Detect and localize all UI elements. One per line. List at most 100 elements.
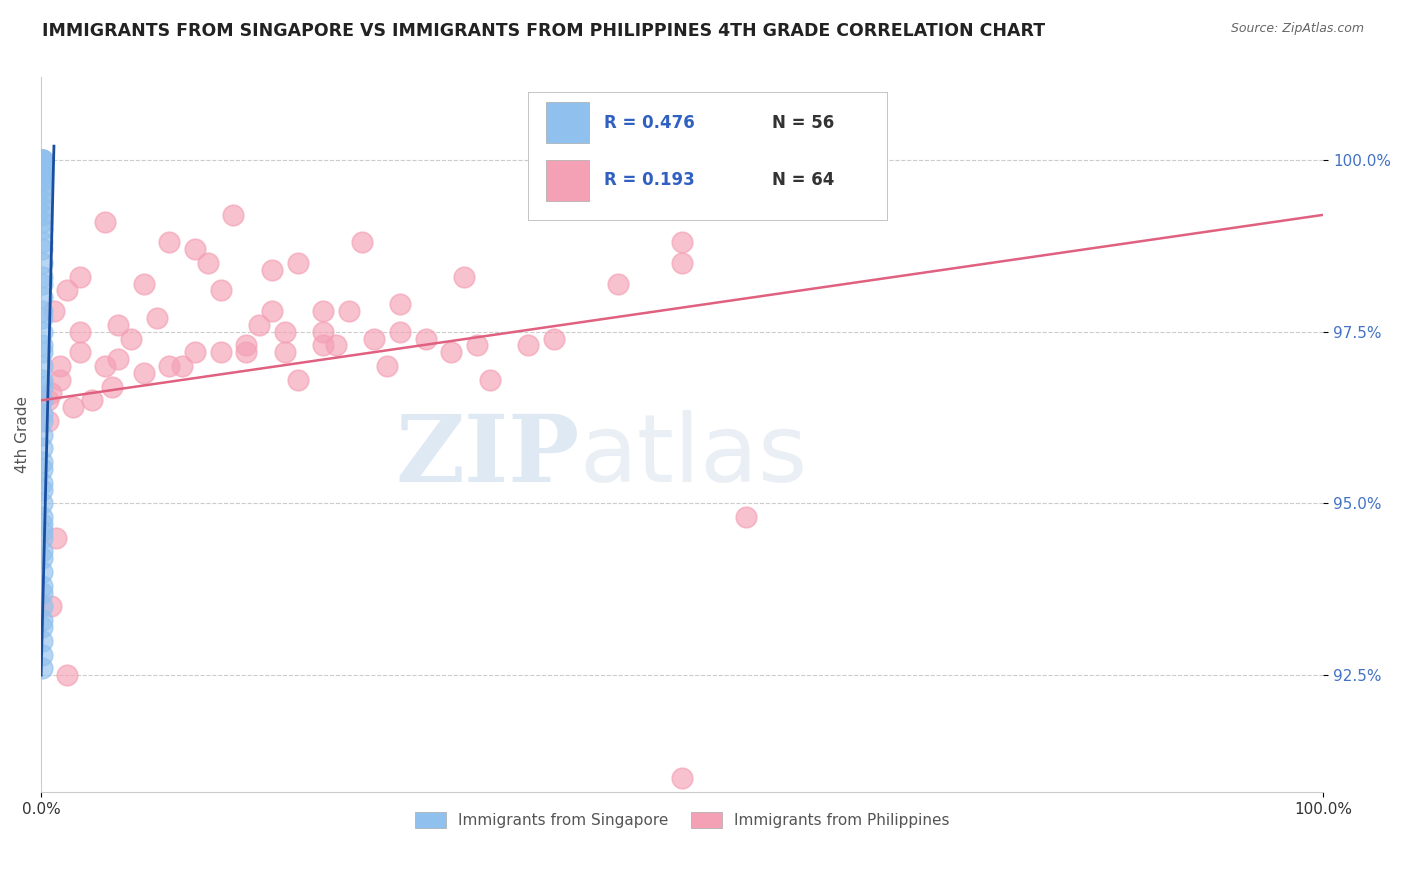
Point: [671, 235, 693, 250]
Point: [312, 325, 335, 339]
Point: [31, 633, 53, 648]
Point: [209, 345, 232, 359]
Point: [274, 345, 297, 359]
Point: [31, 153, 53, 167]
Point: [31, 221, 53, 235]
Point: [235, 338, 257, 352]
Text: ZIP: ZIP: [395, 411, 579, 501]
Point: [31, 475, 53, 490]
Point: [312, 304, 335, 318]
Point: [312, 338, 335, 352]
Point: [31, 235, 53, 250]
Point: [31, 208, 53, 222]
Point: [31, 153, 53, 167]
Point: [31, 345, 53, 359]
Point: [31, 290, 53, 304]
Point: [517, 338, 540, 352]
Point: [31, 531, 53, 545]
Point: [107, 352, 129, 367]
Point: [49, 359, 72, 373]
Point: [94, 215, 117, 229]
Point: [260, 262, 283, 277]
Point: [31, 393, 53, 408]
Point: [31, 648, 53, 662]
Y-axis label: 4th Grade: 4th Grade: [15, 396, 30, 473]
Point: [55, 284, 77, 298]
Text: IMMIGRANTS FROM SINGAPORE VS IMMIGRANTS FROM PHILIPPINES 4TH GRADE CORRELATION C: IMMIGRANTS FROM SINGAPORE VS IMMIGRANTS …: [42, 22, 1045, 40]
Point: [41, 599, 63, 614]
Point: [671, 256, 693, 270]
Point: [82, 393, 104, 408]
Point: [31, 277, 53, 291]
Point: [41, 386, 63, 401]
Point: [389, 297, 412, 311]
Point: [350, 235, 373, 250]
Legend: Immigrants from Singapore, Immigrants from Philippines: Immigrants from Singapore, Immigrants fr…: [409, 806, 956, 834]
Point: [31, 173, 53, 187]
Point: [172, 359, 194, 373]
Point: [31, 483, 53, 497]
Point: [735, 510, 758, 524]
Point: [31, 153, 53, 167]
Point: [31, 442, 53, 456]
Point: [184, 345, 207, 359]
Point: [31, 338, 53, 352]
Point: [132, 277, 155, 291]
Point: [31, 180, 53, 194]
Point: [31, 599, 53, 614]
Point: [31, 579, 53, 593]
Point: [120, 332, 142, 346]
Point: [31, 359, 53, 373]
Point: [100, 379, 122, 393]
Point: [31, 427, 53, 442]
Point: [440, 345, 463, 359]
Point: [132, 366, 155, 380]
Point: [235, 345, 257, 359]
Point: [31, 462, 53, 476]
Point: [453, 269, 475, 284]
Point: [274, 325, 297, 339]
Point: [31, 524, 53, 538]
Point: [31, 167, 53, 181]
Point: [31, 455, 53, 469]
Point: [287, 373, 309, 387]
Point: [31, 187, 53, 202]
Point: [375, 359, 398, 373]
Point: [287, 256, 309, 270]
Point: [31, 414, 53, 428]
Point: [55, 668, 77, 682]
Point: [389, 325, 412, 339]
Point: [45, 531, 67, 545]
Point: [31, 304, 53, 318]
Point: [107, 318, 129, 332]
Point: [197, 256, 219, 270]
Point: [337, 304, 360, 318]
Point: [363, 332, 385, 346]
Point: [31, 153, 53, 167]
Point: [184, 242, 207, 256]
Point: [31, 585, 53, 599]
Point: [31, 565, 53, 579]
Point: [31, 661, 53, 675]
Point: [37, 414, 59, 428]
Point: [31, 256, 53, 270]
Point: [31, 194, 53, 208]
Point: [222, 208, 245, 222]
Point: [465, 338, 488, 352]
Point: [31, 173, 53, 187]
Point: [31, 310, 53, 325]
Point: [31, 201, 53, 215]
Point: [94, 359, 117, 373]
Point: [31, 551, 53, 566]
Point: [247, 318, 270, 332]
Point: [31, 325, 53, 339]
Point: [31, 620, 53, 634]
Point: [31, 373, 53, 387]
Point: [42, 304, 65, 318]
Text: atlas: atlas: [579, 410, 808, 502]
Point: [209, 284, 232, 298]
Point: [671, 771, 693, 785]
Point: [69, 325, 91, 339]
Point: [31, 215, 53, 229]
Point: [145, 310, 167, 325]
